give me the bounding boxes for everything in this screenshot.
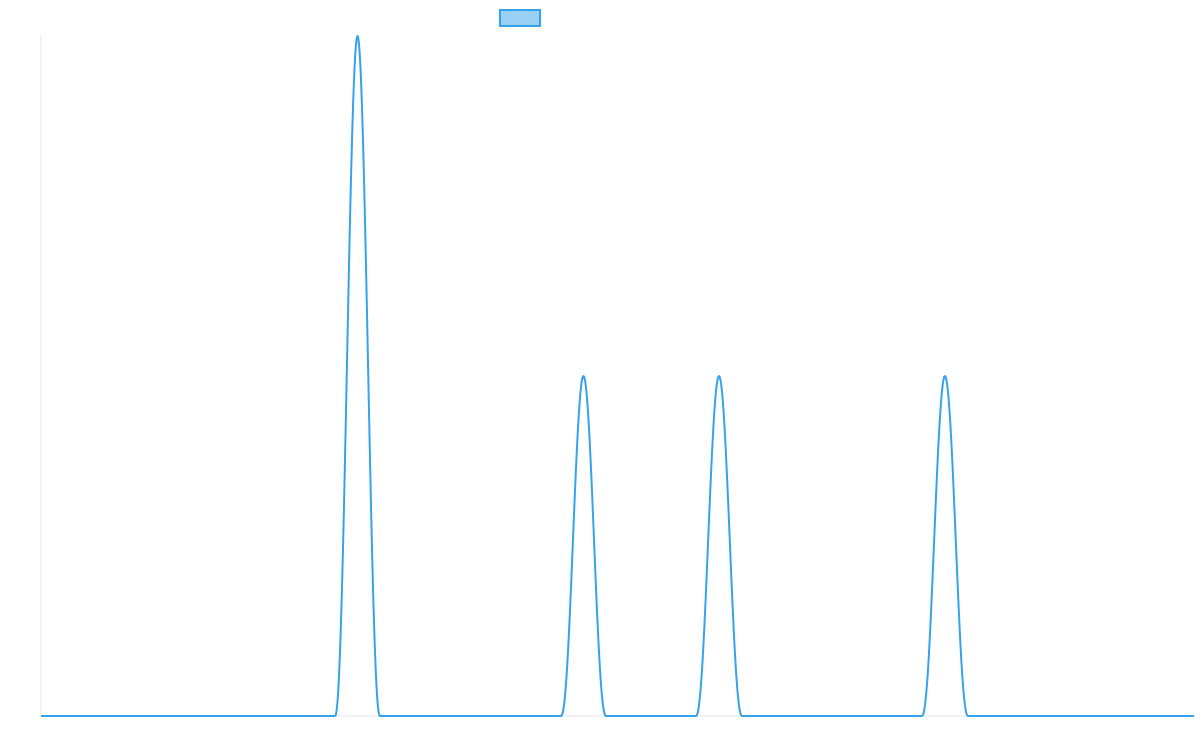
peak-point[interactable] <box>715 372 723 380</box>
series-line <box>41 35 1194 717</box>
legend[interactable] <box>499 9 541 27</box>
peak-point[interactable] <box>579 372 587 380</box>
legend-swatch[interactable] <box>499 9 541 27</box>
peak-point[interactable] <box>353 32 361 40</box>
plot-area <box>41 35 1194 717</box>
peak-markers <box>353 32 949 380</box>
peak-point[interactable] <box>941 372 949 380</box>
